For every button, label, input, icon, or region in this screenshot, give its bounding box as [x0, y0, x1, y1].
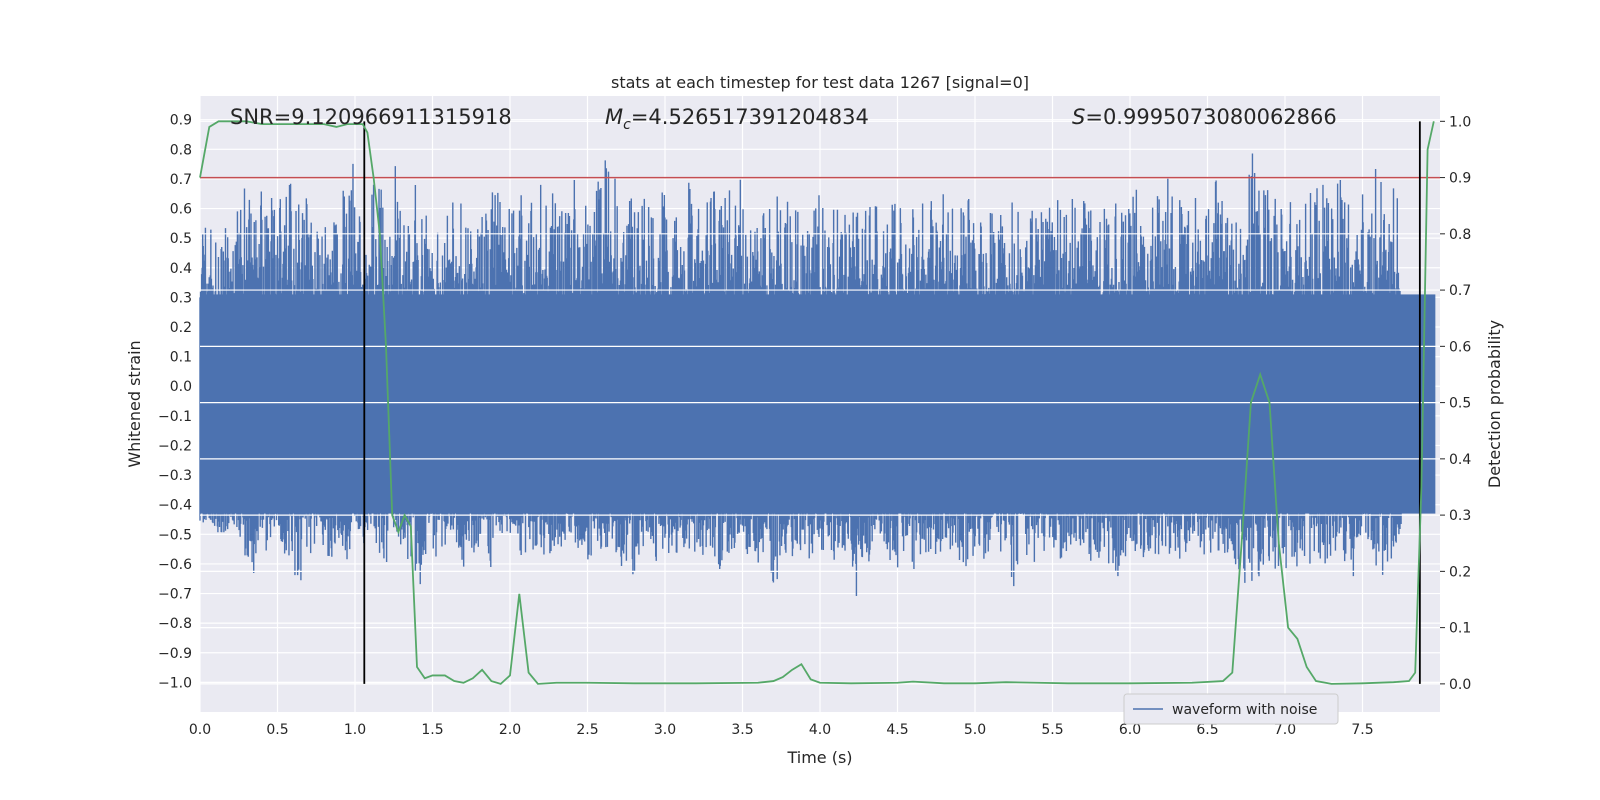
y-tick-label: −1.0 [158, 675, 192, 691]
y2-tick-label: 0.6 [1449, 339, 1471, 355]
probability-line [199, 120, 1435, 685]
chirp-mass-symbol: M [605, 105, 623, 129]
y-axis-label: Whitened strain [125, 340, 144, 467]
waveform-line [199, 153, 1402, 597]
legend-box [1123, 693, 1339, 725]
y-tick-label: −0.3 [158, 468, 192, 484]
y-tick-label: −0.4 [158, 498, 192, 514]
y2-tick-label: 0.5 [1449, 396, 1471, 412]
y2-axis-label: Detection probability [1485, 320, 1504, 488]
y-tick-label: 0.3 [170, 290, 192, 306]
x-tick-label: 4.0 [809, 722, 831, 738]
y-tick-label: −0.5 [158, 527, 192, 543]
y2-tick-label: 0.9 [1449, 171, 1471, 187]
y2-tick-label: 0.0 [1449, 677, 1471, 693]
chart-title: stats at each timestep for test data 126… [611, 73, 1029, 92]
chirp-mass-annotation: Mc=4.526517391204834 [605, 105, 869, 133]
y-tick-label: 0.4 [170, 261, 192, 277]
y2-tick-label: 0.2 [1449, 564, 1471, 580]
y-tick-label: 0.8 [170, 142, 192, 158]
vertical-lines [363, 121, 1421, 684]
y2-tick-labels: 1.0 0.9 0.8 0.7 0.6 0.5 0.4 0.3 0.2 0.1 0.0 [1449, 114, 1471, 693]
waveform-series [199, 153, 1436, 597]
y2-tick-label: 0.3 [1449, 508, 1471, 524]
y-tick-label: 0.2 [170, 320, 192, 336]
y2-tick-label: 0.1 [1449, 621, 1471, 637]
s-annotation: S=0.9995073080062866 [1072, 105, 1337, 129]
x-tick-label: 1.5 [421, 722, 443, 738]
x-tick-label: 2.0 [499, 722, 521, 738]
x-tick-label: 0.0 [189, 722, 211, 738]
x-tick-label: 0.5 [266, 722, 288, 738]
chirp-mass-value: =4.526517391204834 [631, 105, 869, 129]
x-axis-label: Time (s) [786, 748, 852, 767]
y-tick-label: 0.6 [170, 202, 192, 218]
y-tick-labels: 0.9 0.8 0.7 0.6 0.5 0.4 0.3 0.2 0.1 0.0 −0.1 −0.2 −0… [158, 113, 192, 692]
y-tick-label: 0.1 [170, 350, 192, 366]
probability-series [199, 120, 1435, 685]
legend: waveform with noise [1123, 693, 1339, 725]
x-tick-label: 7.0 [1274, 722, 1296, 738]
x-tick-label: 6.5 [1196, 722, 1218, 738]
x-tick-label: 3.5 [731, 722, 753, 738]
x-tick-label: 2.5 [576, 722, 598, 738]
y-tick-label: 0.0 [170, 379, 192, 395]
s-symbol: S [1072, 105, 1085, 129]
y-tick-label: 0.9 [170, 113, 192, 129]
x-tick-label: 5.0 [964, 722, 986, 738]
y-tick-label: 0.7 [170, 172, 192, 188]
x-tick-label: 1.0 [344, 722, 366, 738]
snr-annotation: SNR=9.120966911315918 [230, 105, 512, 129]
y2-tick-label: 1.0 [1449, 114, 1471, 130]
x-tick-labels: 0.0 0.5 1.0 1.5 2.0 2.5 3.0 3.5 4.0 4.5 5.0 5.5 6.0 6… [189, 722, 1374, 738]
chirp-mass-subscript: c [623, 117, 631, 133]
y-tick-label: −0.1 [158, 409, 192, 425]
x-tick-label: 6.0 [1119, 722, 1141, 738]
s-value: =0.9995073080062866 [1085, 105, 1336, 129]
y2-tick-label: 0.8 [1449, 227, 1471, 243]
y-tick-label: 0.5 [170, 231, 192, 247]
x-tick-label: 5.5 [1041, 722, 1063, 738]
x-tick-label: 7.5 [1351, 722, 1373, 738]
y-tick-label: −0.8 [158, 616, 192, 632]
y2-tick-label: 0.4 [1449, 452, 1471, 468]
y2-tick-label: 0.7 [1449, 283, 1471, 299]
legend-label-waveform: waveform with noise [1172, 702, 1317, 718]
y-tick-label: −0.2 [158, 438, 192, 454]
x-tick-label: 4.5 [886, 722, 908, 738]
y-tick-label: −0.6 [158, 557, 192, 573]
y-tick-label: −0.9 [158, 646, 192, 662]
y-tick-label: −0.7 [158, 587, 192, 603]
x-tick-label: 3.0 [654, 722, 676, 738]
